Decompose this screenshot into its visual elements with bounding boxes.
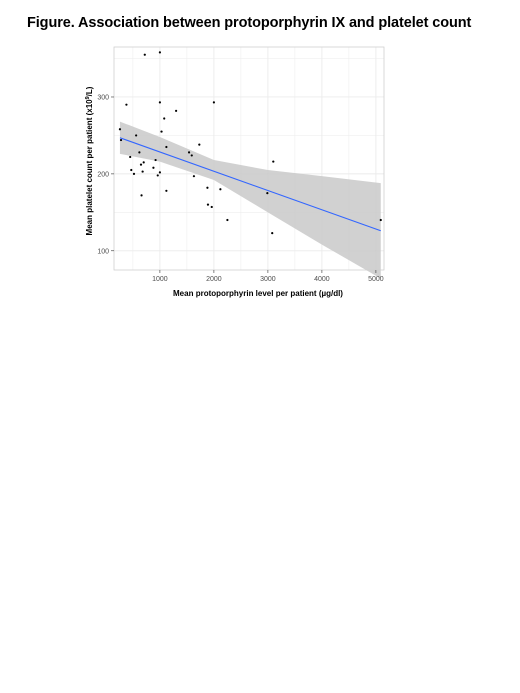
- regression-line: [119, 137, 381, 232]
- data-point: [141, 170, 144, 173]
- x-tick-label: 3000: [260, 276, 276, 283]
- data-point: [192, 175, 196, 178]
- data-point: [219, 188, 222, 191]
- x-tick-label: 1000: [152, 276, 168, 283]
- data-point: [142, 161, 145, 164]
- data-point: [132, 172, 136, 175]
- data-point: [272, 160, 275, 163]
- x-tick-label: 5000: [368, 276, 384, 283]
- data-point: [119, 138, 123, 142]
- y-axis-label: Mean platelet count per patient (x109/L): [85, 86, 94, 235]
- data-point: [130, 168, 133, 172]
- data-point: [158, 171, 161, 174]
- x-tick-label: 4000: [314, 276, 330, 283]
- x-tick-label: 2000: [206, 276, 222, 283]
- data-point: [198, 143, 201, 146]
- data-point: [187, 151, 191, 154]
- data-point: [160, 130, 163, 133]
- data-point: [152, 166, 155, 169]
- y-tick-label: 200: [97, 171, 109, 178]
- data-point: [190, 154, 193, 157]
- data-point: [165, 189, 168, 192]
- data-point: [129, 155, 132, 159]
- figure-title: Figure. Association between protoporphyr…: [27, 15, 472, 31]
- y-tick-label: 100: [97, 248, 109, 255]
- data-point: [379, 218, 382, 222]
- data-point: [212, 101, 215, 104]
- data-point: [138, 151, 141, 154]
- data-point: [140, 194, 143, 197]
- x-axis-label: Mean protoporphyrin level per patient (µ…: [173, 289, 343, 298]
- data-point: [154, 158, 157, 162]
- data-point: [135, 134, 138, 137]
- data-point: [271, 231, 274, 235]
- x-axis-ticks: 1000 2000 3000 4000 5000: [152, 270, 384, 283]
- data-point: [139, 163, 143, 166]
- data-point: [156, 174, 159, 177]
- data-point: [210, 205, 213, 209]
- y-axis-label-superscript: 9: [85, 96, 91, 99]
- data-point: [158, 51, 161, 54]
- data-point: [143, 53, 146, 56]
- y-axis-ticks: 100 200 300: [97, 94, 114, 255]
- data-point: [158, 101, 161, 104]
- data-point: [118, 128, 122, 131]
- data-point: [206, 203, 210, 206]
- data-point: [206, 186, 209, 189]
- y-axis-label-suffix: /L): [85, 86, 94, 96]
- plot-panel-border: [113, 46, 385, 271]
- y-axis-label-prefix: Mean platelet count per patient (x10: [85, 99, 94, 236]
- confidence-band: [119, 121, 381, 279]
- data-point: [165, 145, 168, 149]
- data-point: [125, 103, 128, 106]
- y-tick-label: 300: [97, 94, 109, 101]
- data-points: [118, 51, 382, 235]
- data-point: [266, 192, 269, 195]
- data-point: [163, 117, 166, 120]
- data-point: [175, 109, 178, 112]
- data-point: [226, 218, 229, 222]
